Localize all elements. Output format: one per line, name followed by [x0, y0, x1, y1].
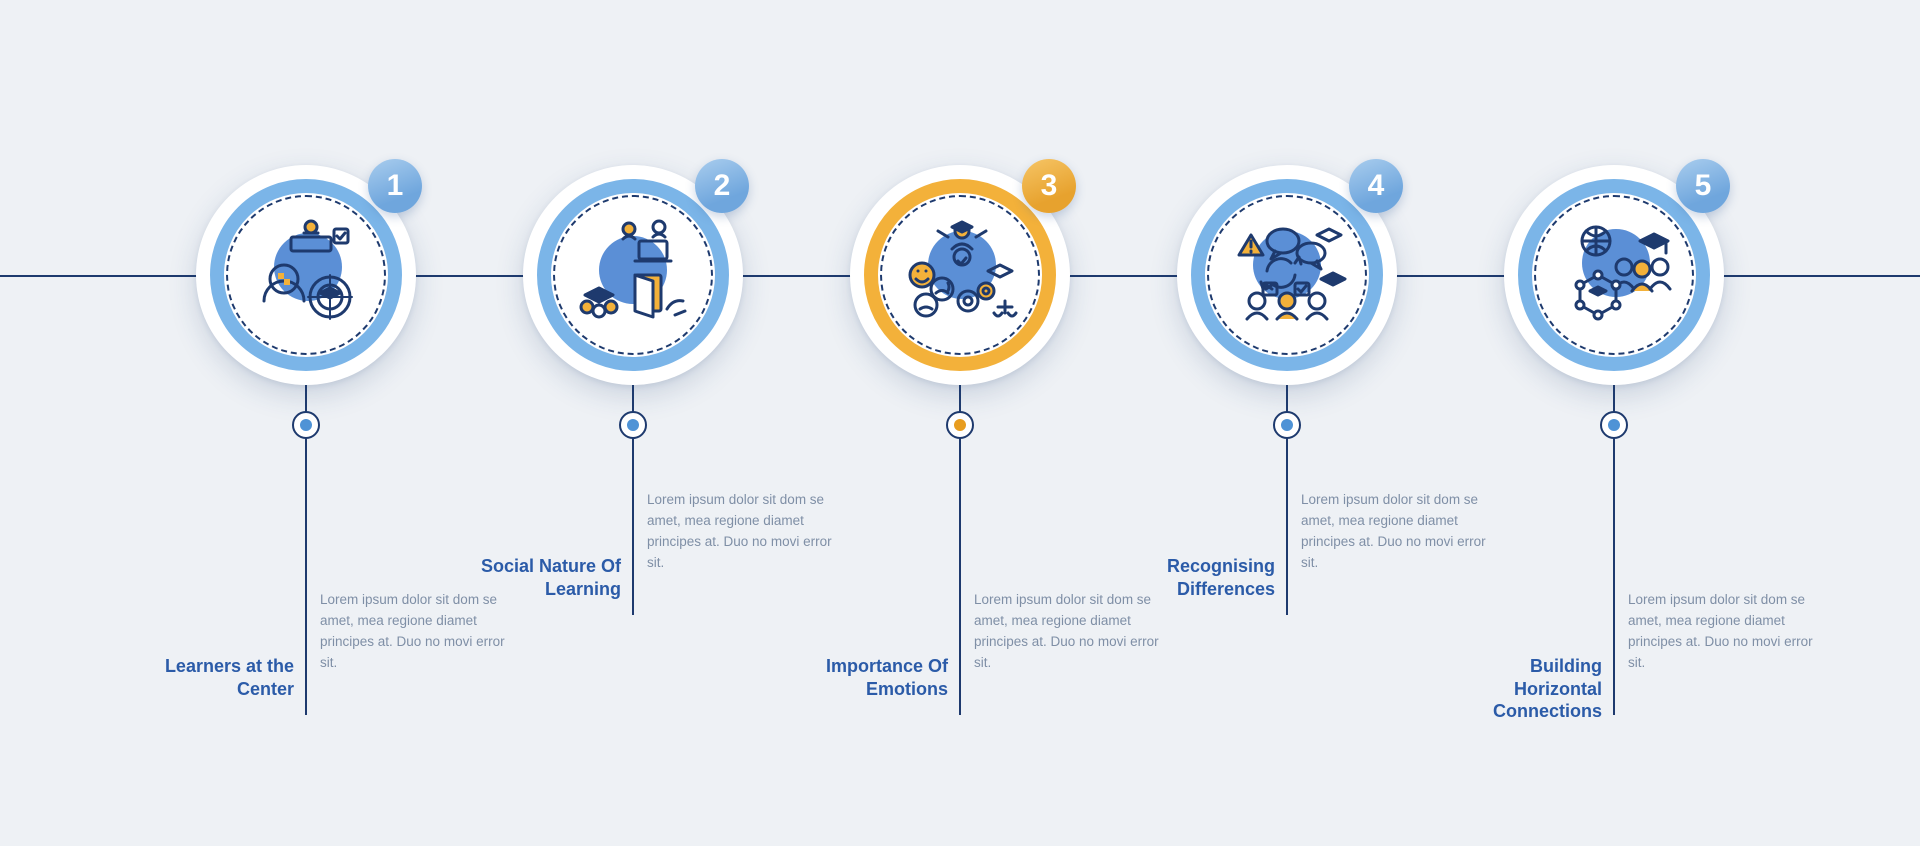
step-title: Recognising Differences	[1125, 555, 1275, 600]
step-1: 1 Learners at the Center Lorem ipsum dol…	[146, 165, 466, 765]
connector-dot-inner	[300, 419, 312, 431]
step-title: Social Nature Of Learning	[471, 555, 621, 600]
connector-dot-inner	[627, 419, 639, 431]
connector-dot-inner	[1608, 419, 1620, 431]
step-disc: 4	[1177, 165, 1397, 385]
step-number-badge: 1	[368, 159, 422, 213]
step-2: 2 Social Nature Of Learning Lorem ipsum …	[473, 165, 793, 765]
step-number-badge: 5	[1676, 159, 1730, 213]
connections-icon	[1544, 205, 1684, 345]
connector-dot	[1600, 411, 1628, 439]
connector-dot-inner	[1281, 419, 1293, 431]
connector-dot	[1273, 411, 1301, 439]
step-number-badge: 2	[695, 159, 749, 213]
step-title: Learners at the Center	[144, 655, 294, 700]
step-disc: 5	[1504, 165, 1724, 385]
connector-dot	[619, 411, 647, 439]
step-3: 3 Importance Of Emotions Lorem ipsum dol…	[800, 165, 1120, 765]
step-disc: 2	[523, 165, 743, 385]
step-5: 5 Building Horizontal Connections Lorem …	[1454, 165, 1774, 765]
learners-center-icon	[236, 205, 376, 345]
step-4: 4 Recognising Differences Lorem ipsum do…	[1127, 165, 1447, 765]
step-number-badge: 4	[1349, 159, 1403, 213]
connector-dot	[946, 411, 974, 439]
step-disc: 1	[196, 165, 416, 385]
infographic-canvas: 1 Learners at the Center Lorem ipsum dol…	[0, 0, 1920, 846]
social-learning-icon	[563, 205, 703, 345]
emotions-icon	[890, 205, 1030, 345]
connector-dot	[292, 411, 320, 439]
differences-icon	[1217, 205, 1357, 345]
step-title: Importance Of Emotions	[798, 655, 948, 700]
connector-dot-inner	[954, 419, 966, 431]
step-body-text: Lorem ipsum dolor sit dom se amet, mea r…	[1628, 590, 1828, 674]
step-number-badge: 3	[1022, 159, 1076, 213]
step-title: Building Horizontal Connections	[1452, 655, 1602, 723]
step-disc: 3	[850, 165, 1070, 385]
